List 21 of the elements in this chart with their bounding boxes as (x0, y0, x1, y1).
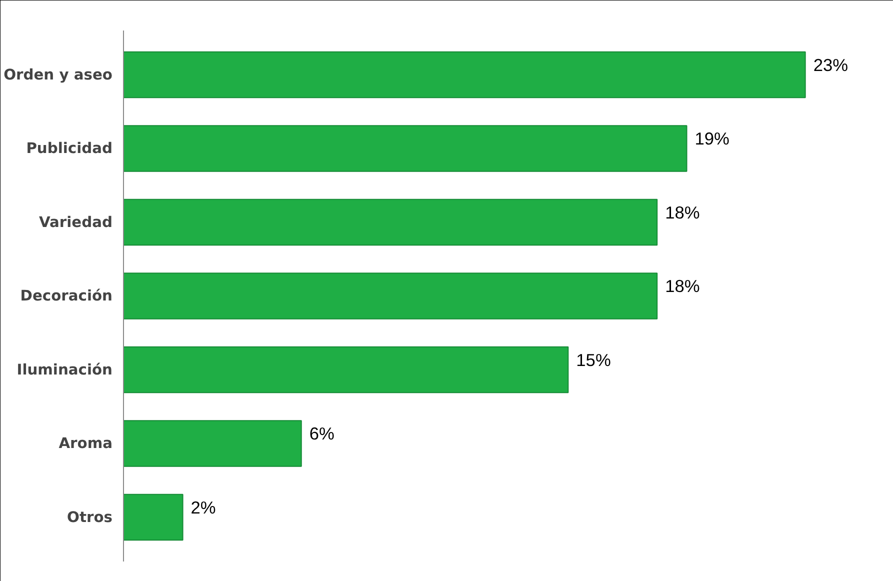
bar (124, 346, 569, 394)
data-label: 19% (694, 128, 730, 148)
bar (124, 125, 688, 172)
y-tick-label: Iluminación (16, 361, 113, 378)
y-tick-label: Aroma (58, 435, 113, 452)
data-label: 2% (190, 497, 216, 518)
y-tick-label: Publicidad (26, 140, 113, 157)
bar (124, 51, 806, 98)
data-label: 6% (309, 424, 334, 444)
bar (124, 272, 658, 320)
data-label: 18% (665, 276, 700, 296)
y-tick-label: Decoración (20, 288, 113, 304)
y-tick-label: Otros (67, 508, 113, 526)
bar (124, 420, 302, 467)
bar (124, 198, 658, 246)
bar (124, 494, 184, 541)
y-tick-label: Variedad (39, 214, 113, 231)
y-tick-label: Orden y aseo (4, 66, 113, 84)
data-label: 23% (813, 54, 848, 75)
data-label: 15% (576, 350, 611, 370)
data-label: 18% (665, 202, 700, 222)
